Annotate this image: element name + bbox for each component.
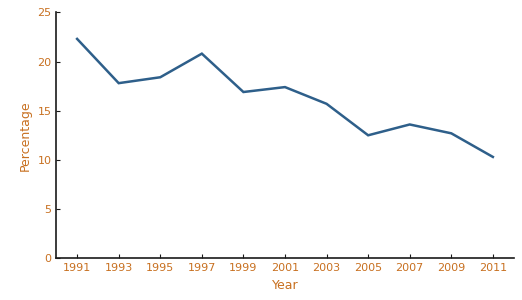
Y-axis label: Percentage: Percentage xyxy=(19,100,32,171)
X-axis label: Year: Year xyxy=(271,279,298,292)
